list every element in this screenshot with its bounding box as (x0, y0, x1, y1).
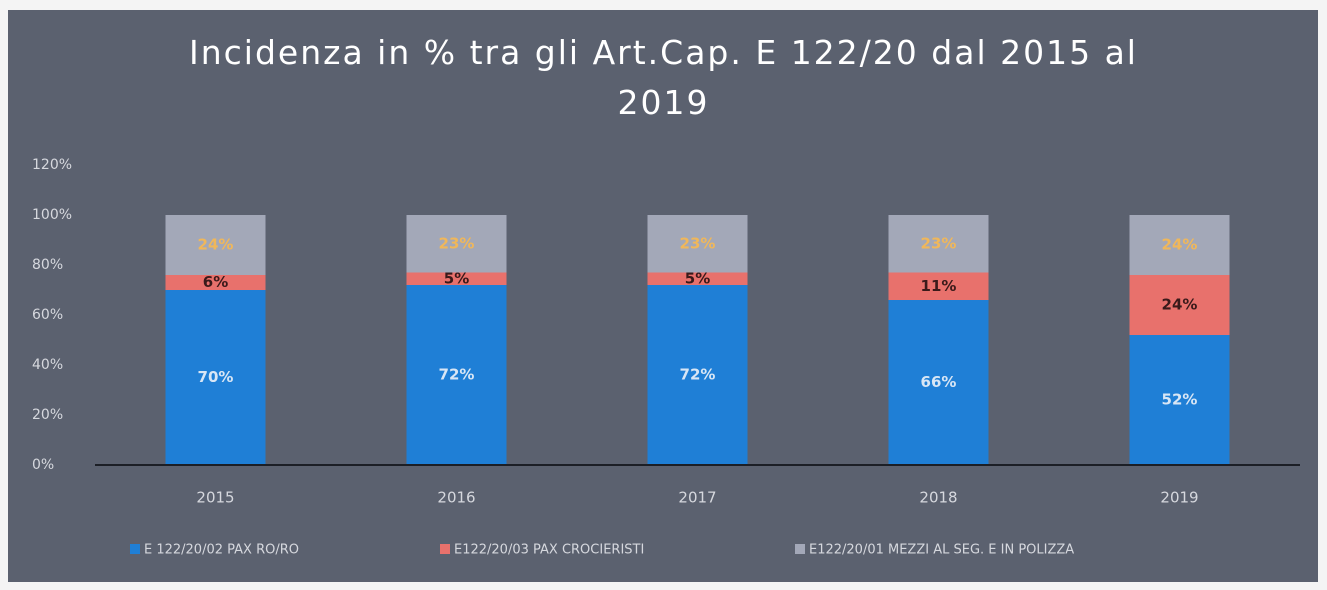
value-label: 23% (921, 234, 957, 252)
bar-segment (165, 275, 266, 290)
y-tick-label: 120% (32, 157, 72, 173)
y-tick-label: 0% (32, 457, 54, 473)
y-tick-label: 80% (32, 257, 63, 273)
bar-segment (888, 300, 989, 465)
legend-swatch (440, 544, 450, 554)
bar-segment (1129, 335, 1230, 465)
bar-segment (647, 272, 748, 285)
value-label: 11% (921, 277, 957, 295)
x-tick-label: 2015 (196, 489, 234, 507)
legend-label: E122/20/03 PAX CROCIERISTI (454, 543, 644, 558)
value-label: 24% (1162, 296, 1198, 314)
value-label: 72% (680, 366, 716, 384)
y-tick-label: 40% (32, 357, 63, 373)
value-label: 24% (198, 236, 234, 254)
x-tick-label: 2017 (678, 489, 716, 507)
chart-title: Incidenza in % tra gli Art.Cap. E 122/20… (189, 33, 1138, 122)
value-label: 23% (680, 234, 716, 252)
legend-label: E122/20/01 MEZZI AL SEG. E IN POLIZZA (809, 543, 1074, 558)
x-tick-label: 2016 (437, 489, 475, 507)
y-tick-label: 20% (32, 407, 63, 423)
y-tick-label: 60% (32, 307, 63, 323)
value-label: 70% (198, 368, 234, 386)
value-label: 6% (203, 273, 228, 291)
value-label: 5% (685, 269, 710, 287)
legend-swatch (795, 544, 805, 554)
bar-segment (1129, 215, 1230, 275)
value-label: 52% (1162, 391, 1198, 409)
bar-segment (888, 215, 989, 273)
bar-segment (1129, 275, 1230, 335)
value-label: 24% (1162, 236, 1198, 254)
legend-swatch (130, 544, 140, 554)
bar-segment (165, 290, 266, 465)
x-tick-label: 2018 (919, 489, 957, 507)
bar-segment (647, 215, 748, 273)
value-label: 5% (444, 269, 469, 287)
bar-segment (406, 272, 507, 285)
value-label: 72% (439, 366, 475, 384)
bar-segment (165, 215, 266, 275)
value-label: 23% (439, 234, 475, 252)
bar-segment (888, 272, 989, 300)
bar-segment (647, 285, 748, 465)
legend-label: E 122/20/02 PAX RO/RO (144, 543, 299, 558)
y-tick-label: 100% (32, 207, 72, 223)
bar-segment (406, 285, 507, 465)
bar-segment (406, 215, 507, 273)
value-label: 66% (921, 373, 957, 391)
x-tick-label: 2019 (1160, 489, 1198, 507)
